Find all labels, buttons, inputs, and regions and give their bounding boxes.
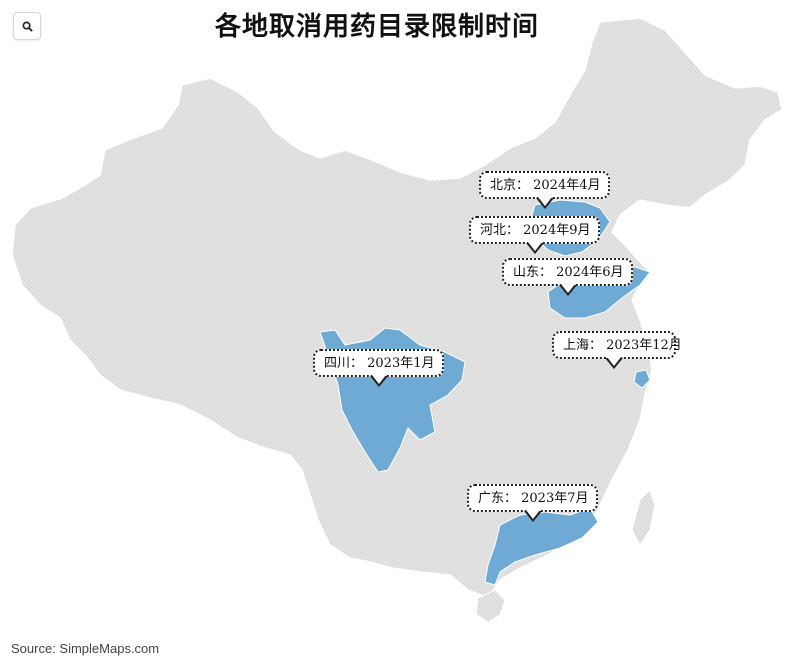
tooltip-sichuan: 四川： 2023年1月 <box>313 349 444 387</box>
search-button[interactable] <box>13 12 41 40</box>
country-base <box>11 17 783 599</box>
tooltip-beijing-text: 北京： 2024年4月 <box>490 178 601 193</box>
tooltip-hebei-text: 河北： 2024年9月 <box>480 223 591 238</box>
tooltip-beijing: 北京： 2024年4月 <box>479 171 610 209</box>
tooltip-shandong-text: 山东： 2024年6月 <box>513 265 624 280</box>
region-shanghai[interactable] <box>633 369 651 389</box>
map-title: 各地取消用药目录限制时间 <box>214 12 539 42</box>
tooltip-hebei: 河北： 2024年9月 <box>469 216 600 254</box>
tooltip-guangdong: 广东： 2023年7月 <box>467 484 598 522</box>
source-credit: Source: SimpleMaps.com <box>11 641 160 656</box>
tooltip-guangdong-text: 广东： 2023年7月 <box>478 491 589 506</box>
tooltip-shanghai-text: 上海： 2023年12月 <box>563 338 682 353</box>
search-icon <box>22 21 33 32</box>
tooltip-shanghai: 上海： 2023年12月 <box>552 331 682 369</box>
hainan-island <box>475 589 506 623</box>
taiwan-island <box>631 489 656 546</box>
tooltip-sichuan-text: 四川： 2023年1月 <box>324 356 435 371</box>
tooltip-shandong: 山东： 2024年6月 <box>502 258 633 296</box>
region-guangdong[interactable] <box>484 507 599 586</box>
